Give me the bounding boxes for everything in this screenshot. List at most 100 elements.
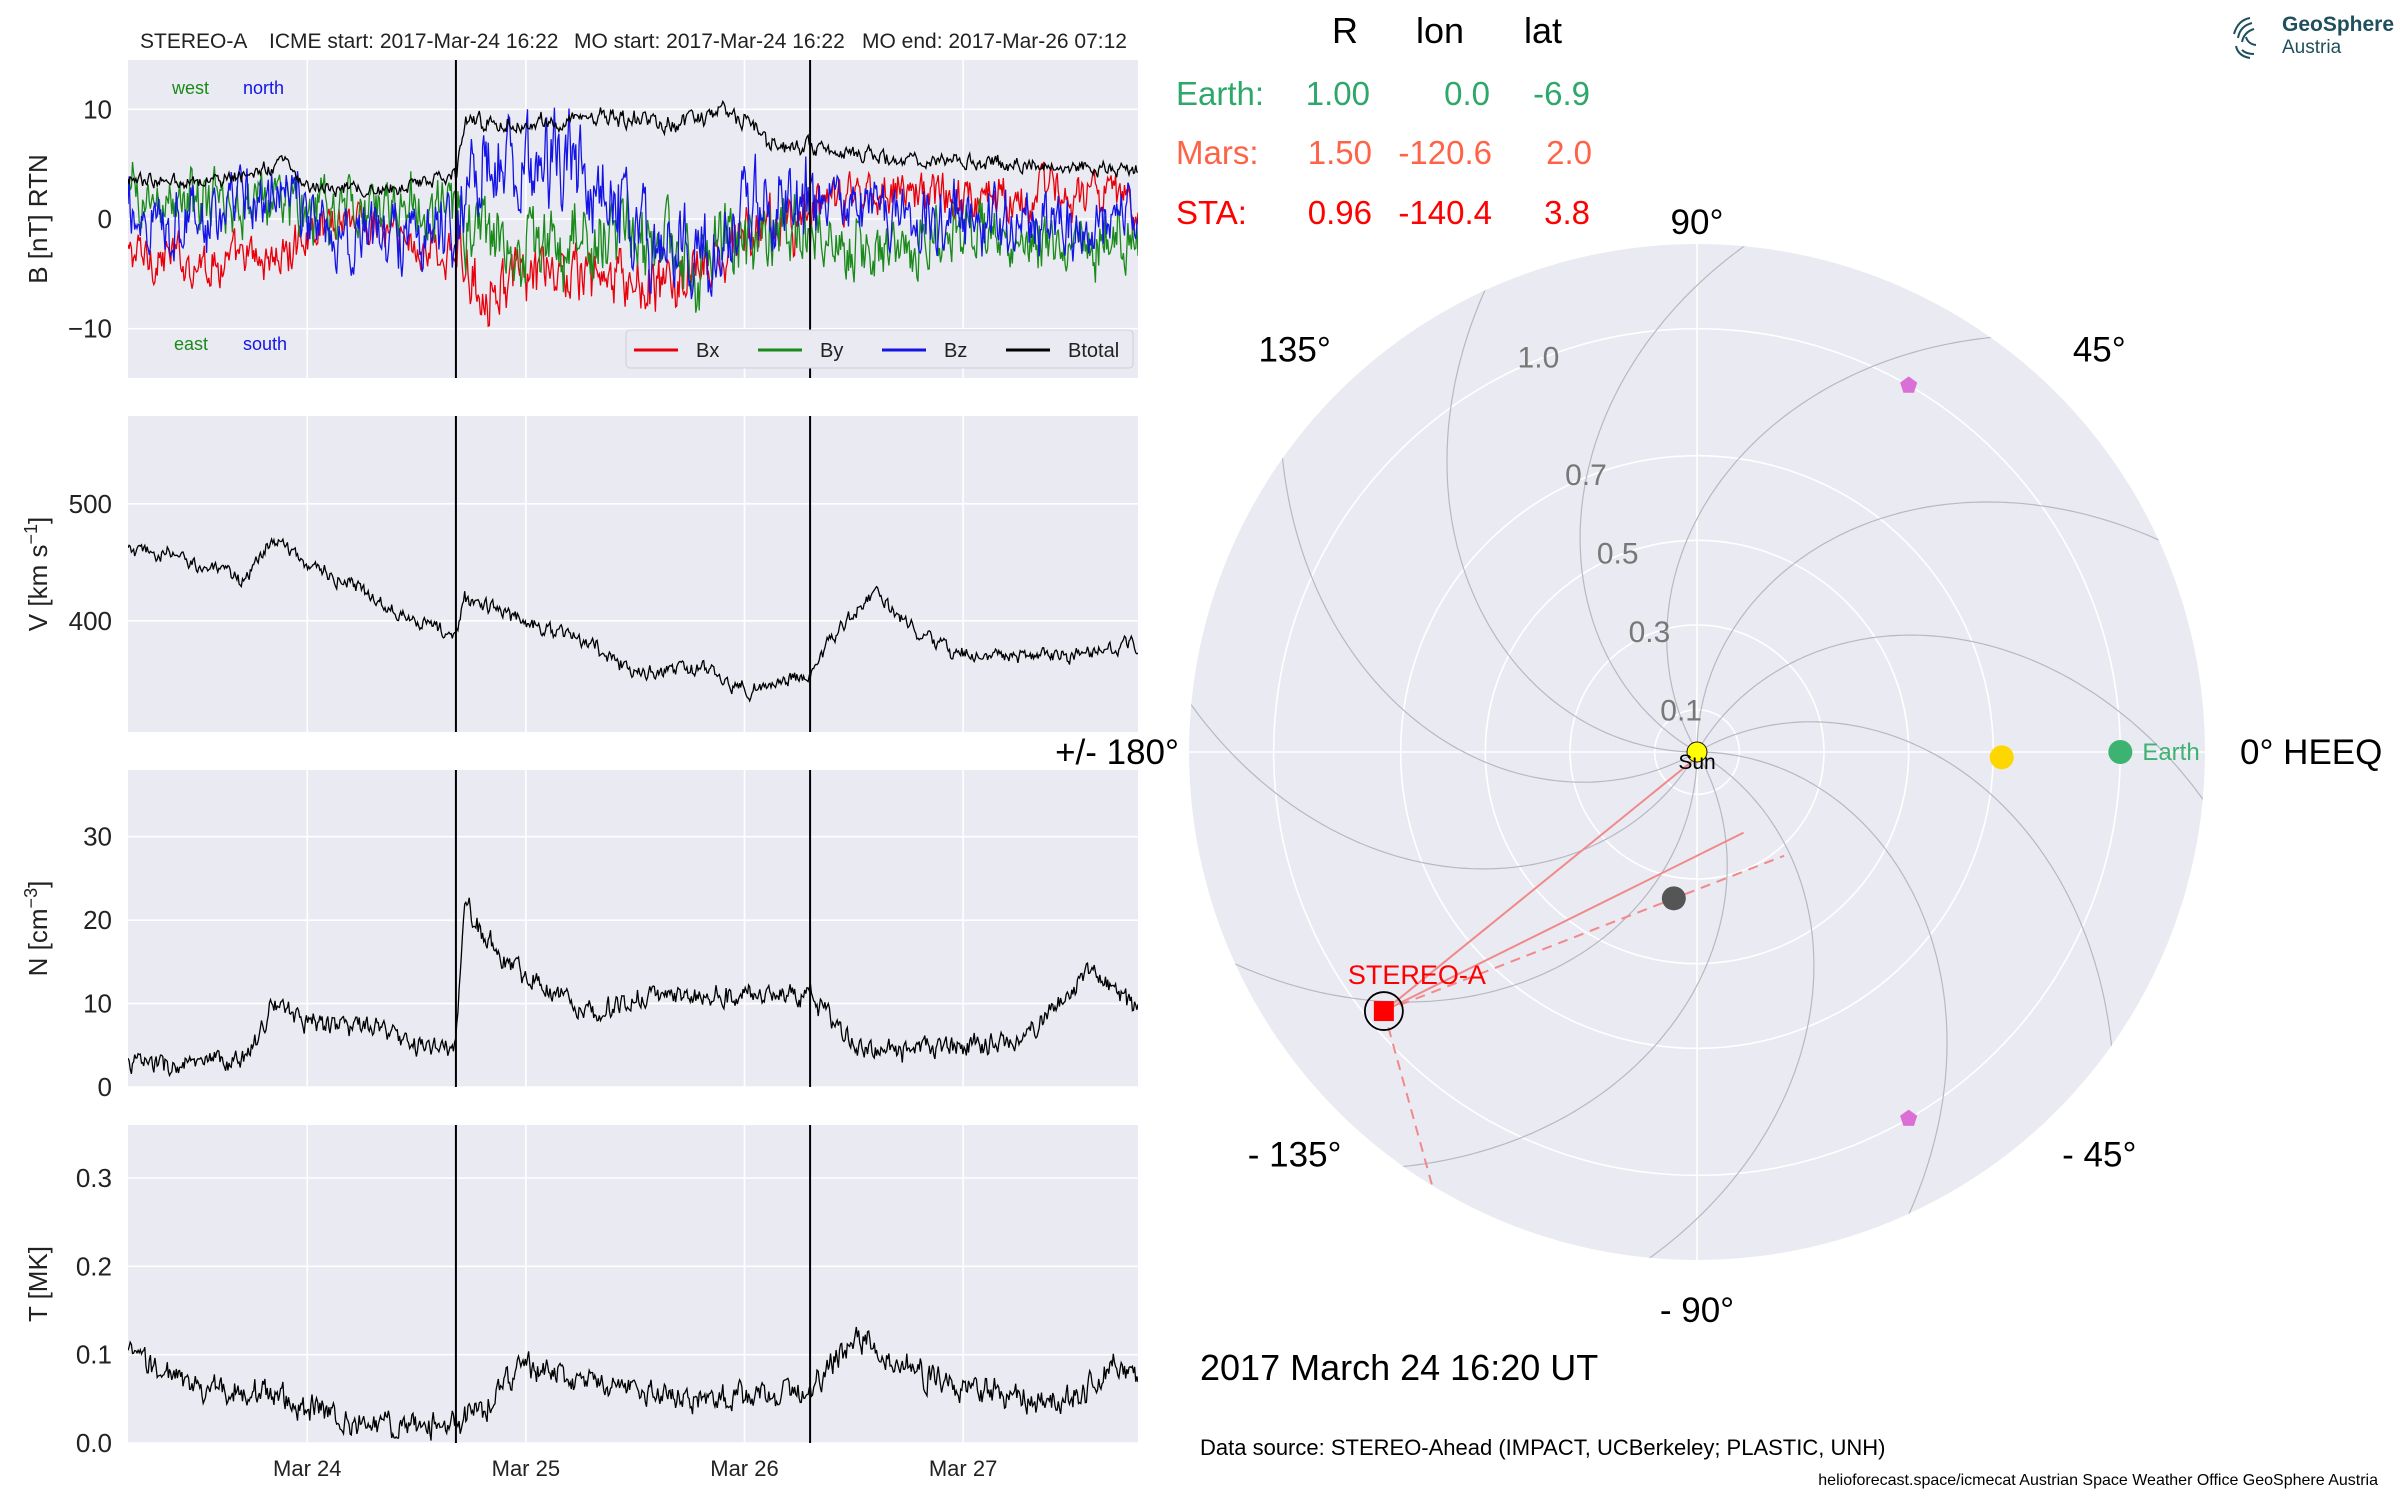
parker-spiral-line [1276, 759, 1728, 1170]
series-Btotal [128, 99, 1138, 198]
earth-row-lon: 0.0 [1444, 75, 1490, 112]
sun-label: Sun [1678, 751, 1715, 774]
parker-spiral-line [1705, 751, 1948, 1260]
angle-label: 90° [1671, 203, 1724, 242]
radial-tick-label: 1.0 [1518, 341, 1560, 374]
panel-background [128, 416, 1138, 732]
y-tick-label: 400 [69, 606, 112, 636]
radial-tick-label: 0.1 [1660, 695, 1702, 728]
parker-spiral-line [1700, 634, 2205, 912]
table-header-lon: lon [1416, 10, 1464, 51]
parker-spiral-line [1579, 244, 1857, 749]
panel-N: 0 10 20 30 N [cm−3] [21, 770, 1138, 1102]
logo-sub: Austria [2282, 37, 2342, 58]
y-tick-label: −10 [68, 314, 112, 344]
y-tick-label: 30 [83, 822, 112, 852]
legend-box [625, 329, 1134, 369]
sta-row-label: STA: [1176, 194, 1247, 231]
radial-tick-label: 0.7 [1565, 459, 1607, 492]
annotation-west: west [171, 78, 209, 98]
table-header-r: R [1332, 10, 1358, 51]
radial-tick-label: 0.5 [1597, 538, 1639, 571]
panel-B: −10 0 10 B [nT] RTN west north east south Bx By Bz… [23, 60, 1138, 378]
y-axis-label: N [cm−3] [21, 881, 53, 977]
angle-label: - 90° [1660, 1291, 1734, 1330]
parker-spirals [1189, 244, 2205, 1260]
y-tick-label: 0.3 [76, 1163, 112, 1193]
mercury-marker [1661, 886, 1686, 911]
mars-row-lon: -120.6 [1398, 134, 1492, 171]
panel-V: 400 500 V [km s−1] [21, 416, 1138, 732]
annotation-north: north [243, 78, 284, 98]
stereo-a-label: STEREO-A [1348, 960, 1486, 990]
earth-row-label: Earth: [1176, 75, 1264, 112]
time-axis: Mar 24 Mar 25 Mar 26 Mar 27 [273, 1456, 997, 1481]
earth-row-r: 1.00 [1306, 75, 1370, 112]
y-tick-label: 0.1 [76, 1340, 112, 1370]
angle-label: - 135° [1248, 1135, 1342, 1174]
parker-spiral-line [1189, 592, 1694, 870]
mars-row-label: Mars: [1176, 134, 1259, 171]
legend: Bx By Bz Btotal [625, 329, 1134, 369]
logo-name: GeoSphere [2282, 13, 2395, 36]
unit-exponent: −1 [21, 524, 41, 545]
series-T [128, 1326, 1138, 1441]
x-tick-label: Mar 27 [929, 1456, 997, 1481]
parker-spiral-line [1666, 334, 2118, 745]
mars-row-r: 1.50 [1308, 134, 1372, 171]
l4-marker [1900, 376, 1918, 393]
series-N [128, 897, 1138, 1078]
unit-exponent: −3 [21, 888, 41, 909]
sta-connection-line [1383, 749, 1706, 1012]
angle-label: - 45° [2062, 1135, 2136, 1174]
x-tick-label: Mar 25 [492, 1456, 560, 1481]
sta-row-lon: -140.4 [1398, 194, 1492, 231]
annotation-east: east [174, 334, 208, 354]
earth-marker [2108, 740, 2133, 764]
timeseries-panels: −10 0 10 B [nT] RTN west north east south Bx By Bz… [21, 60, 1138, 1458]
angle-label: 135° [1258, 331, 1330, 370]
y-tick-label: 20 [83, 905, 112, 935]
parker-spiral-line [1537, 755, 1815, 1260]
geosphere-logo: GeoSphere Austria [2228, 10, 2394, 70]
position-table: R lon lat Earth: 1.00 0.0 -6.9 Mars: 1.5… [1176, 10, 1592, 231]
stereo-a-marker [1373, 1001, 1394, 1022]
spacecraft-title: STEREO-A [140, 30, 247, 53]
angle-label: +/- 180° [1055, 733, 1179, 772]
parker-spiral-line [1189, 760, 1698, 1003]
date-label: 2017 March 24 16:20 UT [1200, 1347, 1598, 1388]
sta-row-lat: 3.8 [1544, 194, 1590, 231]
angle-label: 45° [2073, 331, 2126, 370]
x-tick-label: Mar 26 [710, 1456, 778, 1481]
stereo-a-ring [1363, 991, 1404, 1031]
annotation-south: south [243, 334, 287, 354]
y-axis-label: V [km s−1] [21, 517, 53, 631]
y-tick-label: 10 [83, 989, 112, 1019]
panel-T: 0.0 0.1 0.2 0.3 T [MK] [23, 1125, 1138, 1458]
legend-label-Bx: Bx [696, 340, 719, 362]
legend-label-By: By [820, 340, 843, 362]
logo-mark-icon [2233, 17, 2257, 59]
y-tick-label: 10 [83, 94, 112, 124]
footer-credits: helioforecast.space/icmecat Austrian Spa… [1818, 1472, 2378, 1489]
radial-tick-label: 0.3 [1629, 616, 1671, 649]
mars-row-lat: 2.0 [1546, 134, 1592, 171]
legend-label-Bz: Bz [944, 340, 967, 362]
angle-label: 0° HEEQ [2240, 733, 2382, 772]
series-Bx [128, 161, 1138, 328]
y-axis-label: B [nT] RTN [23, 154, 53, 284]
series-V [128, 536, 1138, 703]
data-source: Data source: STEREO-Ahead (IMPACT, UCBer… [1200, 1435, 1885, 1460]
panel-background [128, 770, 1138, 1087]
sta-row-r: 0.96 [1308, 194, 1372, 231]
y-tick-label: 0.0 [76, 1428, 112, 1458]
y-axis-label: T [MK] [23, 1246, 53, 1322]
icme-start-label: ICME start: 2017-Mar-24 16:22 [269, 30, 558, 53]
legend-label-Btotal: Btotal [1068, 340, 1119, 362]
sta-connection-line [1383, 854, 1785, 1012]
mo-end-label: MO end: 2017-Mar-26 07:12 [862, 30, 1127, 53]
earth-label: Earth [2142, 739, 2199, 766]
y-tick-label: 0 [98, 1072, 112, 1102]
series-Bz [128, 107, 1138, 300]
